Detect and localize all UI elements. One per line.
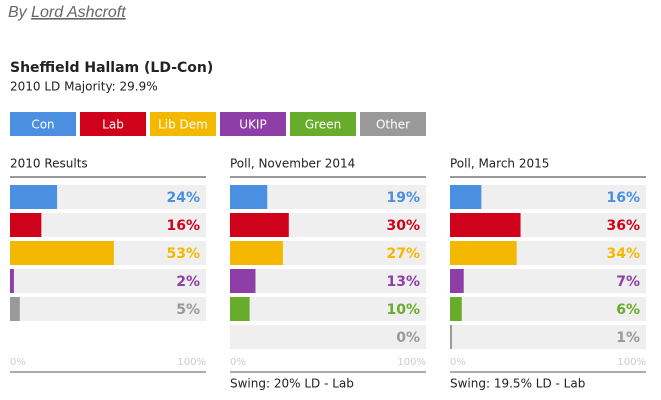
- x-tick-label: 100%: [617, 357, 646, 368]
- x-tick-label: 0%: [10, 357, 26, 368]
- value-label: 6%: [616, 302, 640, 318]
- swing-note: Swing: 19.5% LD - Lab: [450, 377, 585, 391]
- bar-track: [10, 297, 206, 321]
- bar-track: [450, 185, 646, 209]
- legend-swatch: [150, 112, 216, 136]
- legend-swatch: [220, 112, 286, 136]
- legend-swatch: [360, 112, 426, 136]
- legend-label: Green: [305, 118, 341, 132]
- bar-track: [10, 269, 206, 293]
- panel-title: Poll, March 2015: [450, 157, 549, 171]
- value-label: 24%: [166, 190, 200, 206]
- bar: [230, 297, 250, 321]
- value-label: 27%: [386, 246, 420, 262]
- legend-label: UKIP: [239, 118, 266, 132]
- legend-label: Con: [31, 118, 54, 132]
- byline: By Lord Ashcroft: [8, 4, 126, 21]
- bar-track: [230, 325, 426, 349]
- x-tick-label: 0%: [230, 357, 246, 368]
- x-tick-label: 0%: [450, 357, 466, 368]
- legend-label: Lib Dem: [158, 118, 208, 132]
- bar: [10, 185, 58, 209]
- value-label: 10%: [386, 302, 420, 318]
- bar: [10, 297, 20, 321]
- author-link[interactable]: Lord Ashcroft: [31, 4, 126, 21]
- value-label: 5%: [176, 302, 200, 318]
- bar: [450, 325, 452, 349]
- value-label: 0%: [396, 330, 420, 346]
- bar: [450, 185, 482, 209]
- value-label: 7%: [616, 274, 640, 290]
- value-label: 2%: [176, 274, 200, 290]
- bar-track: [230, 269, 426, 293]
- swing-note: Swing: 20% LD - Lab: [230, 377, 354, 391]
- value-label: 30%: [386, 218, 420, 234]
- value-label: 36%: [606, 218, 640, 234]
- value-label: 16%: [606, 190, 640, 206]
- page-title: Sheffield Hallam (LD-Con): [10, 60, 213, 76]
- bar-track: [450, 269, 646, 293]
- byline-prefix: By: [8, 4, 28, 21]
- bar: [10, 213, 42, 237]
- value-label: 16%: [166, 218, 200, 234]
- page-subtitle: 2010 LD Majority: 29.9%: [10, 80, 158, 94]
- panel-title: Poll, November 2014: [230, 157, 355, 171]
- value-label: 19%: [386, 190, 420, 206]
- legend-label: Other: [376, 118, 410, 132]
- bar: [230, 269, 256, 293]
- bar: [230, 185, 268, 209]
- bar-track: [10, 213, 206, 237]
- bar: [450, 213, 521, 237]
- legend-swatch: [10, 112, 76, 136]
- value-label: 34%: [606, 246, 640, 262]
- value-label: 53%: [166, 246, 200, 262]
- legend-label: Lab: [102, 118, 124, 132]
- bar: [230, 213, 289, 237]
- bar: [230, 241, 283, 265]
- bar-track: [230, 297, 426, 321]
- bar: [450, 241, 517, 265]
- legend-swatch: [290, 112, 356, 136]
- x-tick-label: 100%: [177, 357, 206, 368]
- bar-track: [450, 297, 646, 321]
- bar-track: [450, 325, 646, 349]
- value-label: 1%: [616, 330, 640, 346]
- bar: [450, 269, 464, 293]
- value-label: 13%: [386, 274, 420, 290]
- bar: [450, 297, 462, 321]
- bar: [10, 241, 114, 265]
- x-tick-label: 100%: [397, 357, 426, 368]
- bar: [10, 269, 14, 293]
- panel-title: 2010 Results: [10, 157, 88, 171]
- legend-swatch: [80, 112, 146, 136]
